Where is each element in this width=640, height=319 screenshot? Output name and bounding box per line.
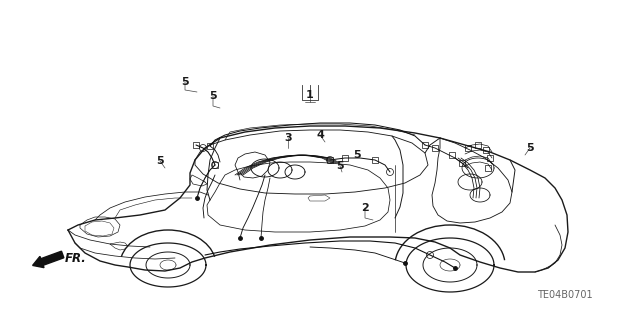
Text: 2: 2: [361, 203, 369, 213]
Bar: [422, 142, 428, 148]
Text: FR.: FR.: [65, 251, 87, 264]
Text: TE04B0701: TE04B0701: [537, 290, 593, 300]
Bar: [327, 157, 333, 163]
Text: 3: 3: [284, 133, 292, 143]
Bar: [487, 155, 493, 161]
Text: 5: 5: [526, 143, 534, 153]
Bar: [207, 143, 213, 149]
Bar: [372, 157, 378, 163]
Text: 5: 5: [336, 161, 344, 171]
Bar: [212, 162, 218, 168]
Bar: [449, 152, 455, 158]
Bar: [459, 160, 465, 166]
Bar: [342, 155, 348, 161]
Text: 5: 5: [353, 150, 361, 160]
Bar: [475, 142, 481, 148]
Bar: [432, 145, 438, 151]
Text: 1: 1: [306, 90, 314, 100]
Text: 5: 5: [156, 156, 164, 166]
Bar: [483, 147, 489, 153]
Text: 5: 5: [181, 77, 189, 87]
Text: 4: 4: [316, 130, 324, 140]
Text: 5: 5: [209, 91, 217, 101]
Bar: [193, 142, 199, 148]
Bar: [485, 165, 491, 171]
FancyArrow shape: [33, 251, 64, 268]
Bar: [465, 145, 471, 151]
